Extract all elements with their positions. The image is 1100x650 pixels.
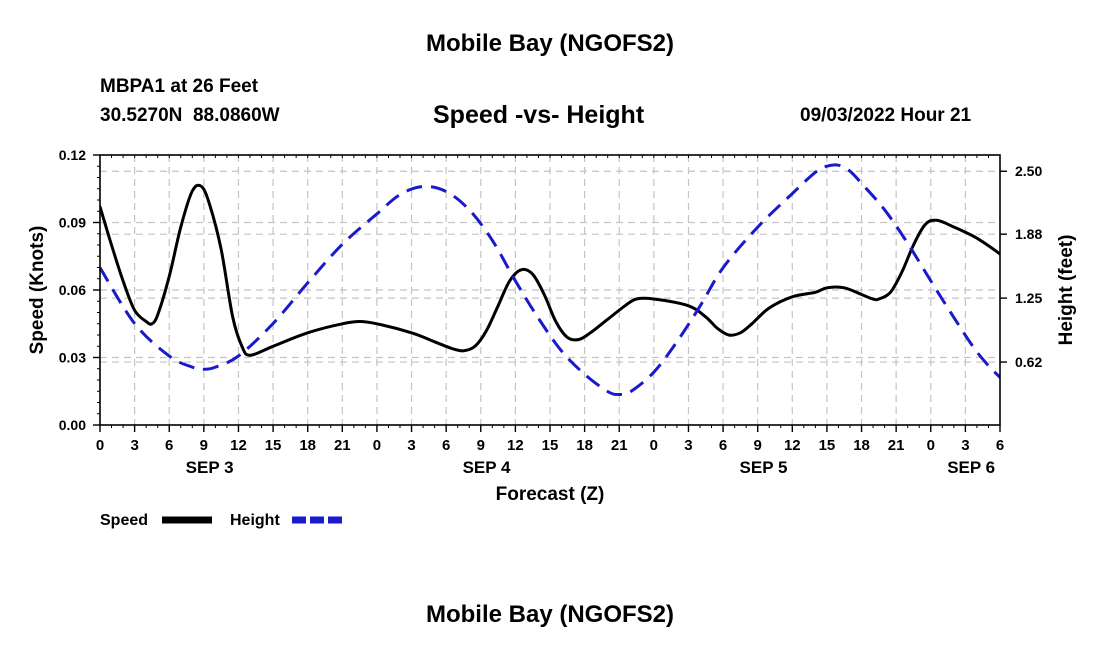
legend-label-speed: Speed	[100, 512, 148, 529]
day-label: SEP 5	[740, 458, 788, 477]
axis-labels: 0 3 6 9 12 15 18 21 0 3 6 9 12 15 18 21 0 3 6 9 12 15 18 21 0 3 6 0…	[27, 147, 1077, 505]
y-tick-label: 0.09	[59, 215, 86, 231]
y2-tick-label: 1.25	[1015, 290, 1042, 306]
series-layer	[100, 163, 1000, 397]
x-tick-label: 9	[754, 437, 762, 454]
x-tick-label: 3	[407, 437, 415, 454]
x-tick-label: 0	[96, 437, 104, 454]
y2-tick-label: 1.88	[1015, 226, 1042, 242]
x-tick-label: 3	[130, 437, 138, 454]
station-label: MBPA1 at 26 Feet	[100, 76, 259, 97]
chart-title-top: Mobile Bay (NGOFS2)	[425, 30, 675, 57]
x-tick-label: 15	[819, 437, 836, 454]
x-tick-label: 3	[684, 437, 692, 454]
x-tick-label: 21	[611, 437, 628, 454]
x-tick-label: 6	[996, 437, 1004, 454]
x-tick-label: 12	[507, 437, 524, 454]
forecast-date: 09/03/2022 Hour 21	[800, 105, 972, 126]
x-tick-label: 12	[784, 437, 801, 454]
x-tick-label: 21	[334, 437, 351, 454]
x-tick-label: 0	[650, 437, 658, 454]
x-axis-title: Forecast (Z)	[496, 484, 605, 505]
x-tick-label: 6	[165, 437, 173, 454]
x-tick-label: 15	[265, 437, 282, 454]
day-label: SEP 6	[947, 458, 995, 477]
height-series-line	[100, 163, 1000, 397]
x-tick-label: 6	[442, 437, 450, 454]
x-tick-label: 9	[477, 437, 485, 454]
chart-title-bottom: Mobile Bay (NGOFS2)	[425, 601, 675, 628]
y-tick-label: 0.06	[59, 282, 86, 298]
y2-axis-title: Height (feet)	[1056, 235, 1077, 346]
y-axis-title: Speed (Knots)	[27, 226, 48, 355]
x-tick-label: 6	[719, 437, 727, 454]
speed-series-line	[100, 183, 1000, 357]
grid	[100, 155, 1000, 425]
x-tick-label: 0	[927, 437, 935, 454]
y2-tick-label: 0.62	[1015, 354, 1042, 370]
ticks	[93, 154, 1007, 432]
legend: Speed Height	[100, 512, 342, 529]
x-tick-label: 18	[576, 437, 593, 454]
day-label: SEP 3	[186, 458, 234, 477]
day-label: SEP 4	[463, 458, 511, 477]
station-coordinates: 30.5270N 88.0860W	[100, 105, 280, 126]
x-tick-label: 0	[373, 437, 381, 454]
y2-tick-label: 2.50	[1015, 163, 1042, 179]
x-tick-label: 18	[299, 437, 316, 454]
x-tick-label: 21	[888, 437, 905, 454]
x-tick-label: 9	[200, 437, 208, 454]
x-tick-label: 3	[961, 437, 969, 454]
x-tick-label: 15	[542, 437, 559, 454]
chart-subtitle: Speed -vs- Height	[433, 101, 645, 129]
y-tick-label: 0.03	[59, 350, 86, 366]
x-tick-label: 12	[230, 437, 247, 454]
y-tick-label: 0.12	[59, 147, 86, 163]
y-tick-label: 0.00	[59, 417, 86, 433]
legend-label-height: Height	[230, 512, 280, 529]
x-tick-label: 18	[853, 437, 870, 454]
